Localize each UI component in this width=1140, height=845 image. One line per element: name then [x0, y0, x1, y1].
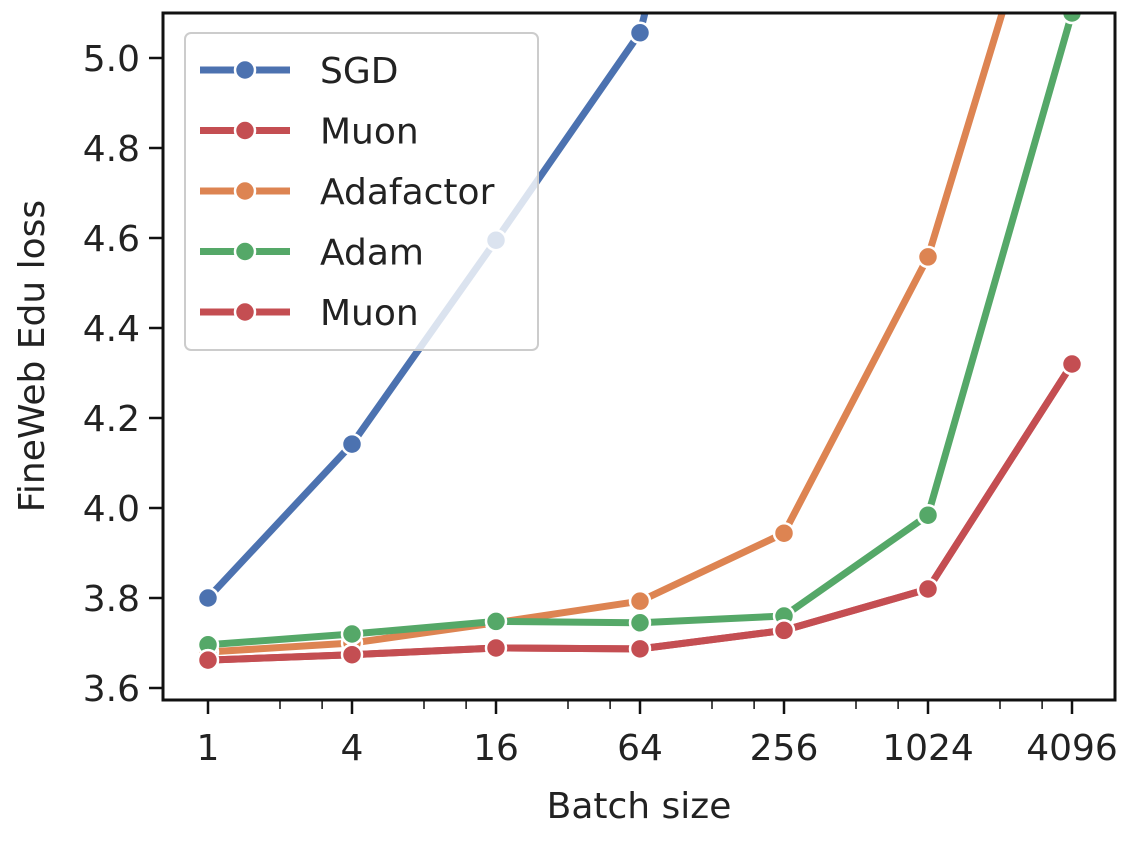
x-tick-label: 64 [617, 728, 663, 769]
y-tick-label: 4.0 [83, 489, 140, 530]
x-tick-label: 4 [341, 728, 364, 769]
data-point-adam [1060, 13, 1084, 25]
legend-label: Muon [320, 112, 419, 153]
data-point-muon [484, 636, 508, 660]
data-point-muon [196, 648, 220, 672]
data-point-sgd [340, 432, 364, 456]
x-tick-label: 16 [473, 728, 519, 769]
legend-label: Muon [320, 293, 419, 334]
legend-box [184, 32, 539, 351]
data-point-sgd [196, 586, 220, 610]
x-tick-label: 4096 [1026, 728, 1118, 769]
legend-marker [233, 58, 257, 82]
data-point-adafactor [772, 521, 796, 545]
y-tick-label: 4.8 [83, 129, 140, 170]
legend-marker [233, 119, 257, 142]
data-point-sgd [628, 21, 652, 45]
data-point-adam [628, 611, 652, 634]
y-tick-label: 4.4 [83, 309, 140, 350]
y-tick-label: 3.6 [83, 669, 140, 710]
y-tick-label: 5.0 [83, 39, 140, 80]
y-tick-label: 4.2 [83, 399, 140, 440]
data-point-adam [340, 622, 364, 646]
legend-marker [233, 179, 257, 203]
y-tick-label: 4.6 [83, 219, 140, 260]
data-point-adam [484, 610, 508, 633]
x-tick-label: 256 [750, 728, 819, 769]
y-tick-label: 3.8 [83, 579, 140, 620]
data-point-muon [340, 643, 364, 666]
data-point-adam [916, 503, 940, 527]
x-tick-label: 1024 [882, 728, 974, 769]
legend-label: Adam [320, 233, 424, 274]
data-point-adafactor [628, 589, 652, 613]
y-axis-label: FineWeb Edu loss [12, 200, 53, 512]
data-point-muon [772, 619, 796, 642]
data-point-muon [628, 637, 652, 661]
legend-marker [233, 300, 257, 324]
data-point-muon [916, 577, 940, 601]
legend-marker [233, 240, 257, 263]
x-axis-label: Batch size [547, 786, 732, 827]
legend-label: Adafactor [320, 172, 495, 213]
data-point-muon [1060, 352, 1084, 376]
legend: SGD Muon Adafactor Adam Muon [184, 32, 539, 351]
x-tick-label: 1 [197, 728, 220, 769]
data-point-adafactor [916, 245, 940, 269]
legend-label: SGD [320, 51, 398, 92]
